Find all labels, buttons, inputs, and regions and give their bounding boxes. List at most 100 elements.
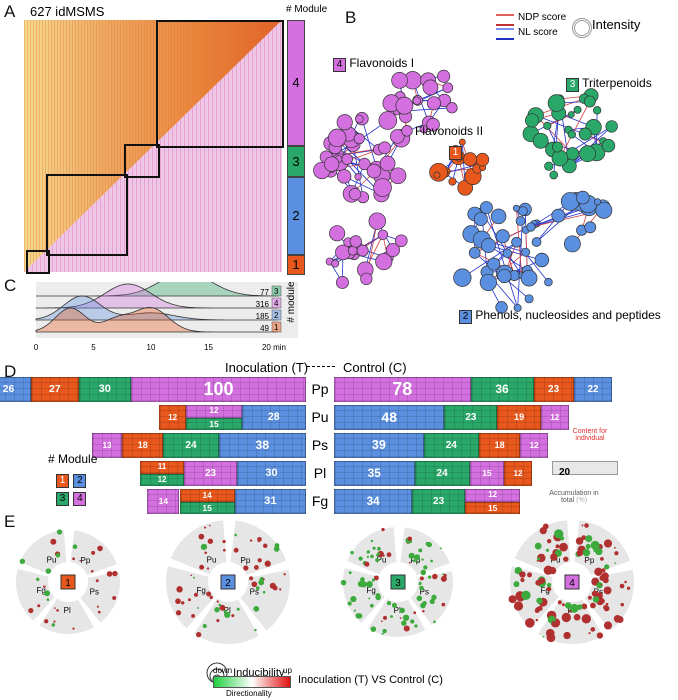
ndp-score-line-icon (496, 14, 514, 26)
network-edge (535, 115, 573, 154)
segment-module-4: 15 (469, 461, 505, 486)
module-badge-4 (564, 574, 580, 590)
metabolite-dot (206, 591, 212, 597)
network-node-module-4 (348, 187, 362, 201)
segment-module-1: 18 (478, 433, 521, 458)
metabolite-dot (381, 527, 385, 532)
network-node-module-4 (437, 69, 451, 83)
network-node-module-4 (329, 225, 346, 242)
metabolite-dot (557, 600, 562, 605)
segment-module-2: 31 (234, 489, 306, 514)
metabolite-dot (575, 537, 584, 545)
metabolite-dot (360, 577, 365, 582)
network-node-module-2 (584, 221, 597, 234)
legend-module-1: 1 (56, 474, 69, 488)
species-label: Pp (311, 381, 329, 397)
heatmap-title: 627 idMSMS (30, 4, 105, 19)
network-node-module-3 (567, 130, 576, 139)
metabolite-dot (573, 613, 581, 621)
segment-module-2: 28 (241, 405, 306, 430)
metabolite-dot (257, 540, 260, 543)
intensity-icon (572, 18, 592, 38)
metabolite-dot (513, 581, 520, 588)
module-number: 1 (65, 578, 71, 589)
metabolite-dot (554, 529, 564, 539)
metabolite-dot (534, 542, 542, 550)
metabolite-dot (590, 627, 596, 632)
segment-module-3: 12 (139, 473, 185, 486)
metabolite-dot (251, 581, 258, 588)
metabolite-dot (253, 605, 260, 612)
network-node-module-4 (358, 157, 371, 171)
cluster-label-flavonoids-ii: Flavonoids II (415, 124, 484, 138)
metabolite-dot (382, 628, 387, 634)
metabolite-dot (605, 602, 609, 606)
sector-label: Fg (37, 586, 46, 595)
sector-label: Fg (367, 586, 376, 595)
metabolite-dot (431, 594, 437, 601)
network-node-module-4 (349, 235, 362, 248)
metabolite-dot (401, 620, 407, 626)
metabolite-dot (249, 539, 253, 542)
metabolite-dot (537, 557, 541, 561)
metabolite-dot (624, 580, 627, 584)
metabolite-dot (386, 552, 392, 558)
metabolite-dot (421, 558, 424, 561)
network-node-module-3 (578, 127, 592, 141)
network-node-module-2 (593, 198, 601, 206)
metabolite-dot (195, 631, 202, 638)
metabolite-dot (262, 543, 268, 549)
metabolite-dot (561, 612, 571, 623)
block-module-1 (26, 250, 50, 274)
metabolite-dot (585, 535, 593, 543)
metabolite-dot (547, 538, 552, 544)
similarity-heatmap (24, 20, 284, 274)
metabolite-dot (383, 615, 388, 620)
metabolite-dot (56, 529, 63, 535)
x-tick-label: 5 (91, 343, 96, 352)
metabolite-dot (375, 594, 381, 601)
metabolite-dot (249, 576, 254, 581)
metabolite-dot (508, 595, 517, 604)
module-bar-2: 2 (287, 177, 305, 255)
species-label: Fg (311, 493, 329, 509)
metabolite-dot (399, 607, 405, 614)
network-node-module-4 (379, 155, 396, 172)
metabolite-dot (410, 619, 415, 624)
network-node-module-2 (544, 277, 553, 287)
accumulation-treemap-bars: Pp 100 30 27 26 78 36 23 22 Pu 28 12 15 12 48 23 19 12 Ps 3… (0, 377, 678, 517)
metabolite-dot (272, 585, 278, 591)
network-node-module-3 (601, 139, 616, 153)
metabolite-dot (551, 620, 555, 624)
metabolite-dot (191, 614, 195, 618)
metabolite-dot (219, 604, 226, 611)
metabolite-dot (542, 635, 545, 638)
metabolite-dot (432, 573, 438, 580)
sector-label: Fg (197, 586, 206, 595)
header-control: Control (C) (343, 360, 407, 375)
module-count: 185 (256, 312, 270, 321)
metabolite-dot (90, 569, 94, 573)
metabolite-dot (576, 549, 584, 557)
metabolite-dot (175, 610, 182, 616)
module-number: 3 (395, 578, 401, 589)
metabolite-dot (231, 614, 235, 618)
module-bar-4: 4 (287, 20, 305, 146)
sector-label: Pp (241, 556, 251, 565)
sector-Pl (194, 598, 259, 644)
metabolite-dot (408, 561, 411, 564)
network-node-module-3 (583, 95, 596, 108)
network-node-module-3 (551, 149, 569, 167)
metabolite-dot (414, 554, 421, 561)
module-bar-1: 1 (287, 255, 305, 275)
metabolite-dot (355, 613, 361, 619)
module-swatch (271, 321, 282, 333)
network-node-module-4 (426, 117, 440, 132)
segment-module-3: 24 (163, 433, 219, 458)
metabolite-dot (377, 546, 381, 551)
species-label: Pl (313, 465, 327, 481)
density-curve-module-1 (35, 307, 278, 333)
sector-label: Pl (394, 606, 401, 615)
metabolite-dot (257, 558, 262, 563)
